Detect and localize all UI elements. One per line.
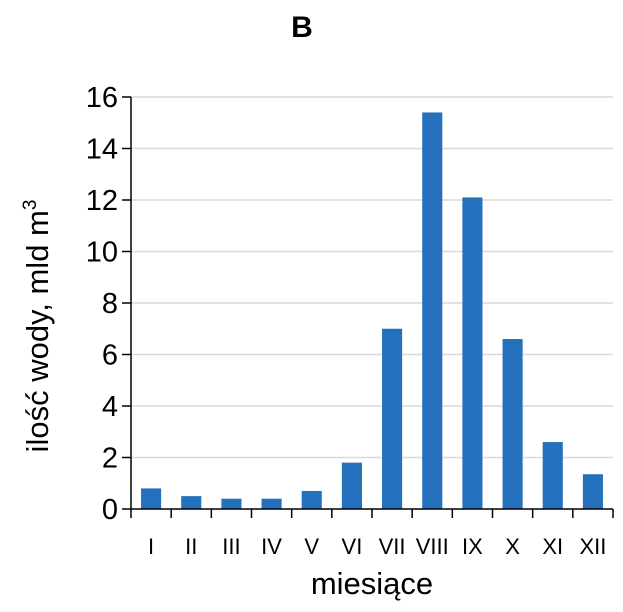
y-tick-label: 10	[86, 237, 118, 269]
y-tick-label: 8	[102, 288, 118, 320]
y-tick-label: 6	[102, 340, 118, 372]
y-axis-title: ilość wody, mld m3	[20, 200, 55, 453]
x-tick-label: IV	[261, 534, 282, 559]
bars	[141, 112, 603, 510]
x-tick-label: I	[148, 534, 154, 559]
axes	[122, 96, 614, 518]
x-tick-label: V	[304, 534, 319, 559]
bar-XI	[542, 442, 563, 509]
y-tick-label: 0	[102, 494, 118, 526]
x-tick-labels: I II III IV V VI VII VIII IX X XI XII	[148, 534, 606, 559]
x-tick-label: X	[505, 534, 520, 559]
y-tick-labels: 0 2 4 6 8 10 12 14 16	[86, 82, 118, 526]
y-tick-label: 12	[86, 185, 118, 217]
x-tick-label: III	[222, 534, 240, 559]
bar-IV	[261, 498, 282, 509]
x-tick-label: IX	[462, 534, 483, 559]
bar-III	[221, 498, 242, 509]
y-tick-label: 16	[86, 82, 118, 114]
y-tick-label: 2	[102, 443, 118, 475]
x-tick-label: XI	[542, 534, 563, 559]
bar-X	[502, 339, 523, 509]
chart-title: B	[291, 11, 313, 44]
bar-V	[301, 490, 322, 509]
bar-II	[181, 496, 202, 509]
y-axis-title-superscript: 3	[20, 200, 41, 211]
bar-XII	[582, 474, 603, 509]
x-tick-label: VI	[342, 534, 363, 559]
bar-IX	[462, 197, 483, 510]
bar-VIII	[422, 112, 443, 509]
x-tick-label: VIII	[416, 534, 449, 559]
bar-VII	[382, 328, 403, 509]
x-tick-label: VII	[379, 534, 406, 559]
bar-VI	[341, 462, 362, 509]
bar-I	[141, 488, 162, 509]
y-tick-label: 14	[86, 134, 118, 166]
x-tick-label: XII	[579, 534, 606, 559]
x-tick-label: II	[185, 534, 197, 559]
y-tick-label: 4	[102, 391, 118, 423]
y-axis-title-text: ilość wody, mld m	[20, 210, 55, 452]
gridlines	[131, 96, 613, 459]
x-axis-title: miesiące	[311, 566, 433, 601]
